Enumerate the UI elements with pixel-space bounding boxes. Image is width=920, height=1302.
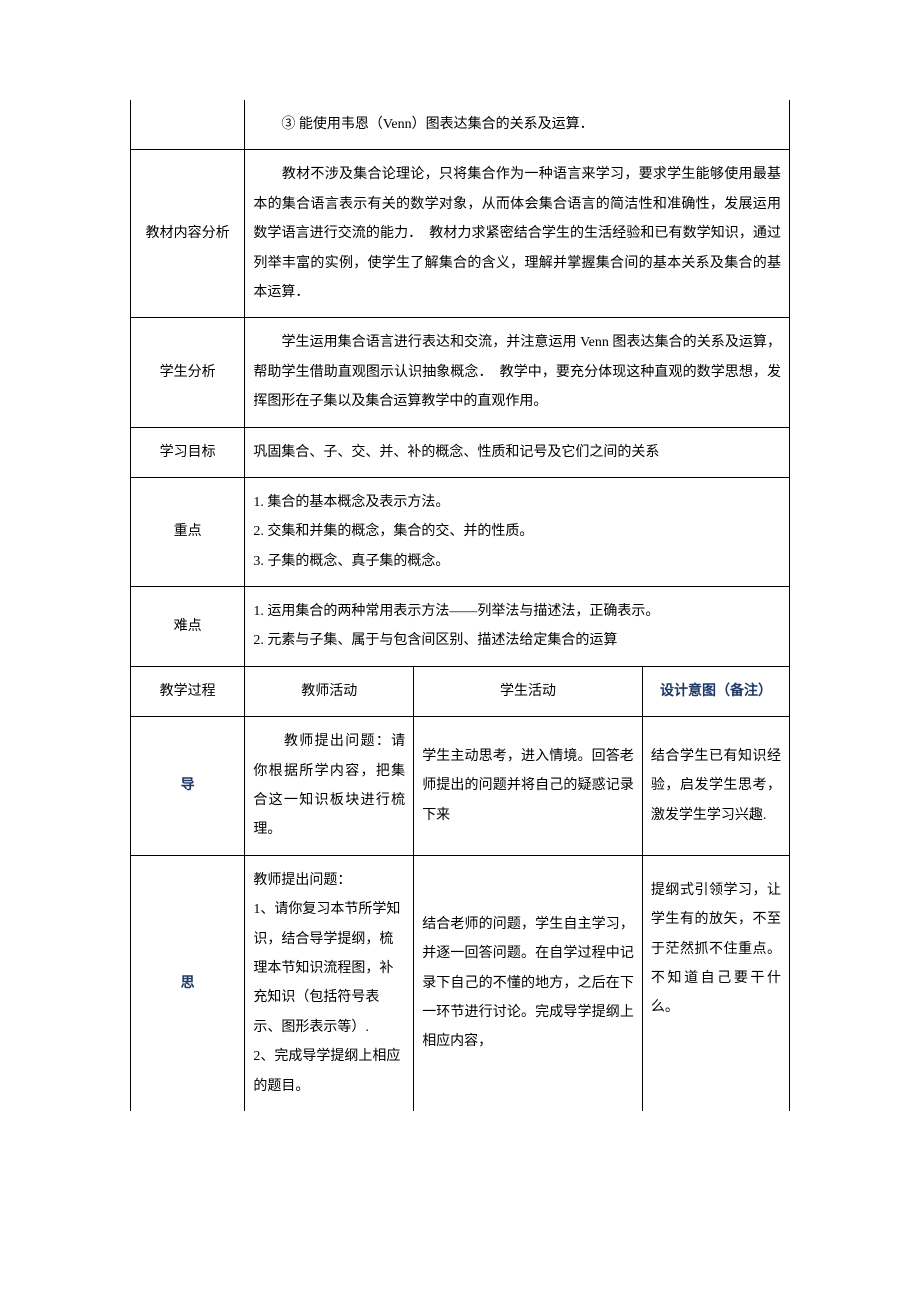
student-activity: 学生主动思考，进入情境。回答老师提出的问题并将自己的疑惑记录下来 — [414, 717, 643, 856]
row-label: 教材内容分析 — [131, 150, 245, 318]
design-intent: 结合学生已有知识经验，启发学生思考，激发学生学习兴趣. — [642, 717, 789, 856]
content-line: 2. 交集和并集的概念，集合的交、并的性质。 — [253, 517, 781, 546]
row-content: 1. 集合的基本概念及表示方法。 2. 交集和并集的概念，集合的交、并的性质。 … — [245, 477, 790, 586]
process-label: 思 — [131, 855, 245, 1111]
row-label: 学生分析 — [131, 318, 245, 427]
row-content: 1. 运用集合的两种常用表示方法——列举法与描述法，正确表示。 2. 元素与子集… — [245, 587, 790, 667]
header-cell: 设计意图（备注） — [642, 666, 789, 716]
row-label: 重点 — [131, 477, 245, 586]
table-row: 教材内容分析 教材不涉及集合论理论，只将集合作为一种语言来学习，要求学生能够使用… — [131, 150, 790, 318]
process-row: 思 教师提出问题： 1、请你复习本节所学知识，结合导学提纲，梳理本节知识流程图，… — [131, 855, 790, 1111]
content-line: 3. 子集的概念、真子集的概念。 — [253, 547, 781, 576]
student-activity: 结合老师的问题，学生自主学习，并逐一回答问题。在自学过程中记录下自己的不懂的地方… — [414, 855, 643, 1111]
process-label-text: 导 — [181, 778, 195, 793]
row-label: 学习目标 — [131, 427, 245, 477]
process-row: 导 教师提出问题：请你根据所学内容，把集合这一知识板块进行梳理。 学生主动思考，… — [131, 717, 790, 856]
table-row: 学习目标 巩固集合、子、交、并、补的概念、性质和记号及它们之间的关系 — [131, 427, 790, 477]
process-label-text: 思 — [181, 976, 195, 991]
table-row: ③ 能使用韦恩（Venn）图表达集合的关系及运算． — [131, 100, 790, 150]
content-line: 1. 运用集合的两种常用表示方法——列举法与描述法，正确表示。 — [253, 597, 781, 626]
content-line: 2、完成导学提纲上相应的题目。 — [253, 1042, 405, 1101]
row-label: 难点 — [131, 587, 245, 667]
row-label-empty — [131, 100, 245, 150]
row-content: 教材不涉及集合论理论，只将集合作为一种语言来学习，要求学生能够使用最基本的集合语… — [245, 150, 790, 318]
header-cell: 学生活动 — [414, 666, 643, 716]
content-line: 1. 集合的基本概念及表示方法。 — [253, 488, 781, 517]
teacher-activity: 教师提出问题： 1、请你复习本节所学知识，结合导学提纲，梳理本节知识流程图，补充… — [245, 855, 414, 1111]
row-content: 学生运用集合语言进行表达和交流，并注意运用 Venn 图表达集合的关系及运算，帮… — [245, 318, 790, 427]
table-row: 难点 1. 运用集合的两种常用表示方法——列举法与描述法，正确表示。 2. 元素… — [131, 587, 790, 667]
design-intent: 提纲式引领学习，让学生有的放矢，不至于茫然抓不住重点。不知道自己要干什么。 — [642, 855, 789, 1111]
row-content: ③ 能使用韦恩（Venn）图表达集合的关系及运算． — [245, 100, 790, 150]
header-cell: 教师活动 — [245, 666, 414, 716]
teacher-activity: 教师提出问题：请你根据所学内容，把集合这一知识板块进行梳理。 — [245, 717, 414, 856]
table-row: 学生分析 学生运用集合语言进行表达和交流，并注意运用 Venn 图表达集合的关系… — [131, 318, 790, 427]
content-line: 1、请你复习本节所学知识，结合导学提纲，梳理本节知识流程图，补充知识（包括符号表… — [253, 895, 405, 1042]
process-label: 导 — [131, 717, 245, 856]
row-content: 巩固集合、子、交、并、补的概念、性质和记号及它们之间的关系 — [245, 427, 790, 477]
header-text: 设计意图（备注） — [660, 684, 772, 699]
content-line: 教师提出问题： — [253, 866, 405, 895]
lesson-plan-table: ③ 能使用韦恩（Venn）图表达集合的关系及运算． 教材内容分析 教材不涉及集合… — [130, 100, 790, 1111]
header-cell: 教学过程 — [131, 666, 245, 716]
content-line: 2. 元素与子集、属于与包含间区别、描述法给定集合的运算 — [253, 626, 781, 655]
table-row: 重点 1. 集合的基本概念及表示方法。 2. 交集和并集的概念，集合的交、并的性… — [131, 477, 790, 586]
table-header-row: 教学过程 教师活动 学生活动 设计意图（备注） — [131, 666, 790, 716]
